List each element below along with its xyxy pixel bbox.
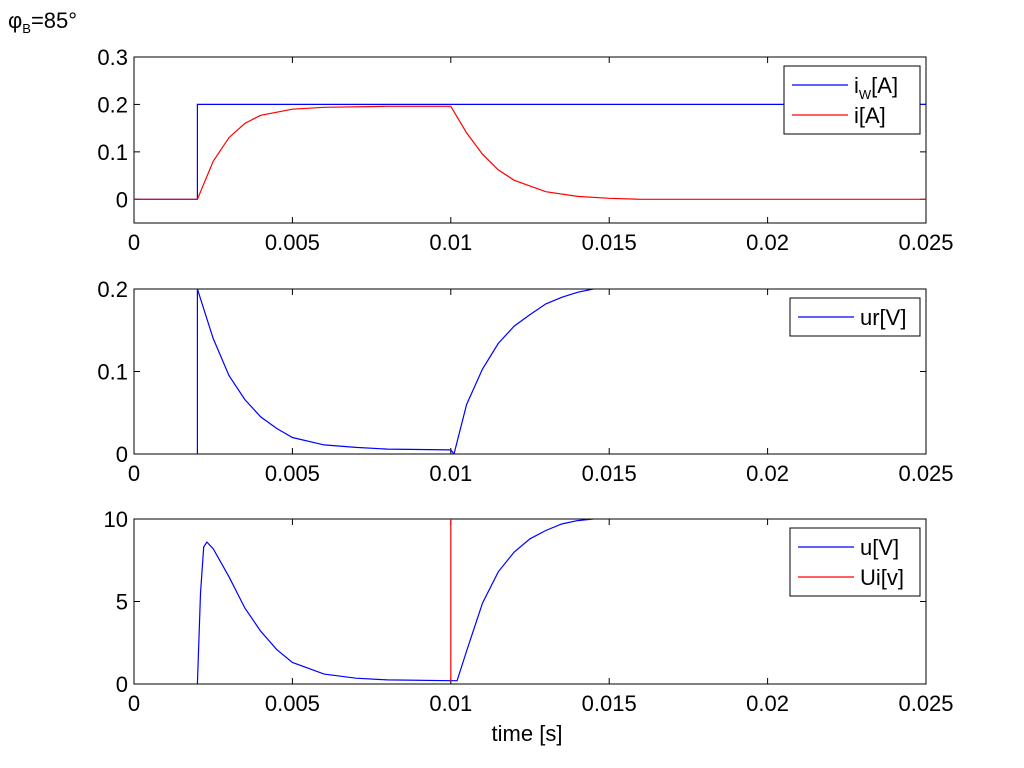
legend: u[V] Ui[v] — [789, 527, 921, 597]
x-tick-label: 0.015 — [582, 461, 637, 486]
legend-label: iW[A] — [854, 73, 898, 102]
x-tick-label: 0.02 — [746, 230, 789, 255]
legend-label: ur[V] — [860, 305, 906, 330]
y-tick-label: 0 — [116, 442, 128, 467]
x-tick-label: 0.02 — [746, 461, 789, 486]
legend-label-main: u[V] — [860, 535, 899, 560]
y-tick-label: 0 — [116, 187, 128, 212]
x-tick-label: 0.015 — [582, 230, 637, 255]
x-tick-label: 0.005 — [265, 461, 320, 486]
x-tick-label: 0.01 — [429, 230, 472, 255]
x-tick-label: 0.005 — [265, 230, 320, 255]
y-tick-label: 0.1 — [97, 140, 128, 165]
legend-label-main: ur[V] — [860, 305, 906, 330]
x-tick-label: 0.025 — [898, 461, 953, 486]
y-tick-label: 0.3 — [97, 45, 128, 70]
phi-annotation: φB=85° — [8, 8, 77, 36]
legend-label-tail: [A] — [871, 73, 898, 98]
legend: iW[A]i[A] — [783, 65, 921, 135]
legend: ur[V] — [789, 297, 921, 337]
x-tick-label: 0.025 — [898, 691, 953, 716]
series-line-1 — [196, 519, 594, 684]
legend-label: i[A] — [854, 103, 886, 128]
y-tick-label: 0 — [116, 672, 128, 697]
legend-label-main: Ui[v] — [860, 565, 904, 590]
x-tick-label: 0.01 — [429, 691, 472, 716]
subplot-2: 0 0.005 0.01 0.015 0.02 0.025 0 0.1 0.2 ur[V] — [97, 277, 953, 486]
phi-symbol: φ — [8, 8, 22, 33]
subplot-3: 0 0.005 0.01 0.015 0.02 0.025 0 5 10 u[V] Ui[v] — [104, 507, 954, 716]
x-tick-label: 0.015 — [582, 691, 637, 716]
x-axis-label: time [s] — [492, 721, 563, 746]
y-tick-label: 5 — [116, 590, 128, 615]
x-tick-label: 0 — [128, 691, 140, 716]
x-tick-label: 0 — [128, 461, 140, 486]
legend-label: u[V] — [860, 535, 899, 560]
y-tick-label: 0.2 — [97, 92, 128, 117]
y-tick-label: 10 — [104, 507, 128, 532]
series-line-2 — [134, 105, 926, 200]
legend-label-subscript: W — [859, 87, 872, 102]
legend-label: Ui[v] — [860, 565, 904, 590]
y-tick-label: 0.2 — [97, 277, 128, 302]
phi-subscript: B — [22, 21, 31, 36]
x-tick-label: 0.01 — [429, 461, 472, 486]
x-tick-label: 0.005 — [265, 691, 320, 716]
x-tick-label: 0.025 — [898, 230, 953, 255]
x-tick-label: 0.02 — [746, 691, 789, 716]
legend-box — [783, 65, 921, 135]
series-line-1 — [196, 289, 594, 454]
phi-value: =85° — [31, 8, 77, 33]
legend-label-main: i[A] — [854, 103, 886, 128]
y-tick-label: 0.1 — [97, 360, 128, 385]
subplots-group: 0 0.005 0.01 0.015 0.02 0.02500.10.20.3iW[A]i… — [97, 45, 953, 716]
x-tick-label: 0 — [128, 230, 140, 255]
subplot-1: 0 0.005 0.01 0.015 0.02 0.02500.10.20.3iW[A]i… — [97, 45, 953, 255]
legend-label-main: i — [854, 73, 859, 98]
legend-box — [789, 527, 921, 597]
